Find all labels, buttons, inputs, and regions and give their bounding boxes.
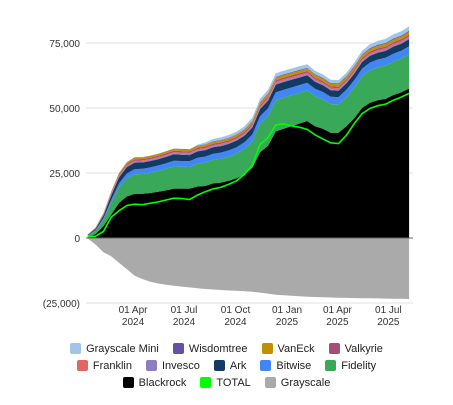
legend-item-ark: Ark	[213, 359, 247, 372]
x-tick-year-3: 2025	[276, 317, 299, 328]
legend-label: Franklin	[92, 359, 132, 372]
legend-item-franklin: Franklin	[76, 359, 132, 372]
legend-label: Fidelity	[341, 359, 377, 372]
legend-swatch	[325, 360, 337, 371]
legend-item-invesco: Invesco	[146, 360, 200, 372]
legend-item-vaneck: VanEck	[261, 342, 315, 355]
legend-item-grayscale: Grayscale	[264, 376, 331, 389]
area-series-grayscale-mini	[87, 26, 410, 235]
legend-label: Valkyrie	[344, 342, 383, 355]
legend-label: Invesco	[162, 359, 200, 372]
legend-label: VanEck	[277, 342, 315, 355]
legend-swatch	[260, 360, 272, 371]
legend-item-wisdomtree: Wisdomtree	[172, 342, 248, 355]
x-tick-year-1: 2024	[173, 317, 196, 328]
legend-label: Bitwise	[276, 359, 312, 372]
legend-swatch	[70, 343, 82, 354]
legend-swatch	[200, 377, 212, 388]
legend-row: Franklin Invesco Ark Bitwise Fidelity	[0, 357, 453, 374]
y-tick-label-1: 50,000	[49, 104, 80, 115]
x-tick-year-4: 2025	[326, 317, 349, 328]
area-series-fidelity	[87, 54, 410, 237]
legend-item-fidelity: Fidelity	[325, 360, 376, 372]
legend-swatch	[172, 343, 184, 354]
x-tick-label-1: 01 Jul	[171, 305, 198, 316]
x-tick-year-5: 2025	[377, 317, 400, 328]
legend-swatch	[213, 360, 225, 371]
legend-label: Wisdomtree	[188, 342, 248, 355]
legend-swatch	[264, 377, 276, 388]
legend-label: Grayscale	[280, 376, 331, 389]
x-tick-year-2: 2024	[224, 317, 247, 328]
chart-legend: Grayscale Mini Wisdomtree VanEck Valkyrie Fr…	[0, 340, 453, 391]
area-series-ark	[87, 39, 410, 236]
y-tick-label-2: 25,000	[49, 169, 80, 180]
legend-swatch	[261, 343, 273, 354]
y-tick-label-4: (25,000)	[43, 299, 80, 310]
x-tick-label-3: 01 Jan	[272, 305, 302, 316]
y-tick-label-3: 0	[74, 234, 80, 245]
area-series-bitwise	[87, 46, 410, 236]
legend-label: TOTAL	[216, 376, 251, 389]
legend-label: Grayscale Mini	[86, 342, 159, 355]
legend-item-total: TOTAL	[200, 376, 251, 389]
area-series-grayscale	[87, 238, 410, 299]
legend-swatch	[122, 377, 134, 388]
area-series-blackrock	[87, 88, 410, 238]
y-tick-label-0: 75,000	[49, 39, 80, 50]
legend-label: Blackrock	[138, 376, 187, 389]
x-tick-label-0: 01 Apr	[119, 305, 149, 316]
legend-swatch	[146, 360, 157, 371]
x-tick-label-5: 01 Jul	[375, 305, 402, 316]
x-tick-year-0: 2024	[122, 317, 145, 328]
legend-item-valkyrie: Valkyrie	[328, 342, 383, 355]
legend-swatch	[76, 360, 88, 371]
line-series-total	[87, 92, 410, 238]
legend-swatch	[328, 343, 340, 354]
legend-label: Ark	[229, 359, 247, 372]
legend-item-grayscale-mini: Grayscale Mini	[70, 343, 159, 355]
x-tick-label-2: 01 Oct	[221, 305, 251, 316]
legend-item-blackrock: Blackrock	[122, 376, 187, 389]
legend-row: Grayscale Mini Wisdomtree VanEck Valkyrie	[0, 340, 453, 357]
legend-item-bitwise: Bitwise	[260, 360, 311, 372]
legend-row: Blackrock TOTAL Grayscale	[0, 374, 453, 391]
x-tick-label-4: 01 Apr	[323, 305, 353, 316]
